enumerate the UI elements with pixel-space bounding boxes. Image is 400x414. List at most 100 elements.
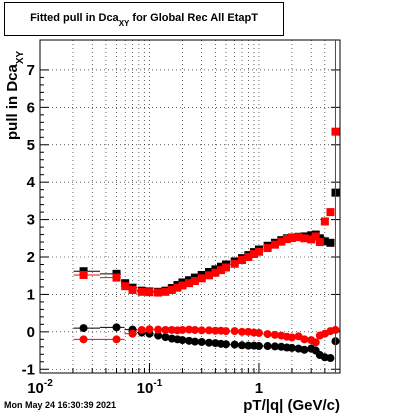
series-1 xyxy=(73,127,340,297)
data-point xyxy=(270,330,279,339)
chart-title: Fitted pull in DcaXY for Global Rec All … xyxy=(5,12,283,28)
y-tick-label: 1 xyxy=(27,286,35,303)
x-tick-label-exponent: -1 xyxy=(153,378,162,389)
data-point xyxy=(205,326,214,335)
data-point xyxy=(270,240,279,249)
y-axis-label: pull in DcaXY xyxy=(4,50,26,140)
data-point xyxy=(270,342,279,351)
y-tick-label: 7 xyxy=(27,62,35,79)
chart-title-prefix: Fitted pull in Dca xyxy=(30,12,119,24)
data-point xyxy=(263,342,272,351)
data-point xyxy=(307,235,316,244)
data-point xyxy=(178,325,187,334)
data-point xyxy=(237,256,246,265)
data-point xyxy=(112,323,121,332)
data-point xyxy=(112,273,121,282)
data-point xyxy=(230,340,239,349)
data-point xyxy=(190,276,199,285)
data-point xyxy=(254,342,263,351)
x-tick-label-base: 10 xyxy=(137,380,154,397)
chart-title-box: Fitted pull in DcaXY for Global Rec All … xyxy=(4,2,284,36)
x-tick-label-base: 10 xyxy=(27,380,44,397)
y-tick-label: 6 xyxy=(27,99,35,116)
data-point xyxy=(294,233,303,242)
data-point xyxy=(161,325,170,334)
data-point xyxy=(112,335,121,344)
data-point xyxy=(300,335,309,344)
data-point xyxy=(205,338,214,347)
data-point xyxy=(137,287,146,296)
data-point xyxy=(300,234,309,243)
data-point xyxy=(320,217,329,226)
data-point xyxy=(185,325,194,334)
x-tick-label: 1 xyxy=(255,380,263,397)
timestamp: Mon May 24 16:30:39 2021 xyxy=(4,400,117,410)
data-point xyxy=(326,354,335,363)
data-point xyxy=(307,231,316,240)
x-tick-label-exponent: -2 xyxy=(44,378,53,389)
data-point xyxy=(221,340,230,349)
chart-title-subscript: XY xyxy=(118,19,130,28)
data-point xyxy=(237,327,246,336)
data-point xyxy=(197,326,206,335)
data-point xyxy=(230,259,239,268)
data-point xyxy=(244,341,253,350)
data-point xyxy=(244,253,253,262)
data-point xyxy=(216,266,225,275)
data-point xyxy=(287,333,296,342)
data-point xyxy=(145,288,154,297)
data-point xyxy=(221,327,230,336)
data-point xyxy=(128,329,137,338)
data-point xyxy=(121,282,130,291)
data-point xyxy=(161,333,170,342)
x-tick-label-base: 1 xyxy=(255,380,263,397)
y-axis-label-main: pull in Dca xyxy=(4,64,21,141)
data-point xyxy=(154,325,163,334)
data-point xyxy=(277,237,286,246)
y-tick-label: 3 xyxy=(27,212,35,229)
data-point xyxy=(190,337,199,346)
data-point xyxy=(326,238,335,247)
data-point xyxy=(211,326,220,335)
data-point xyxy=(320,237,329,246)
data-point xyxy=(173,283,182,292)
data-point xyxy=(254,247,263,256)
data-point xyxy=(326,208,335,217)
x-tick-label: 10-1 xyxy=(137,378,163,397)
plot-frame xyxy=(39,39,341,374)
data-point xyxy=(185,279,194,288)
data-point xyxy=(128,285,137,294)
data-point xyxy=(178,336,187,345)
data-point xyxy=(237,341,246,350)
data-point xyxy=(161,287,170,296)
data-point xyxy=(287,343,296,352)
data-point xyxy=(311,338,320,347)
data-point xyxy=(263,330,272,339)
data-point xyxy=(79,335,88,344)
series-3 xyxy=(73,325,340,347)
data-point xyxy=(205,271,214,280)
data-point xyxy=(185,336,194,345)
y-tick-label: 4 xyxy=(27,174,36,191)
data-point xyxy=(221,263,230,272)
data-point xyxy=(315,238,324,247)
y-tick-label: -1 xyxy=(22,361,35,378)
data-point xyxy=(249,250,258,259)
data-point xyxy=(282,235,291,244)
data-point xyxy=(178,281,187,290)
data-point xyxy=(145,325,154,334)
data-point xyxy=(154,331,163,340)
data-point xyxy=(263,244,272,253)
x-axis-label: pT/|q| (GeV/c) xyxy=(243,397,340,414)
data-point xyxy=(211,268,220,277)
y-tick-label: 2 xyxy=(27,249,35,266)
data-point xyxy=(230,327,239,336)
data-point xyxy=(79,324,88,333)
y-tick-label: 5 xyxy=(27,137,35,154)
data-point xyxy=(167,285,176,294)
data-point xyxy=(197,274,206,283)
data-point xyxy=(197,337,206,346)
data-point xyxy=(287,233,296,242)
data-point xyxy=(300,345,309,354)
